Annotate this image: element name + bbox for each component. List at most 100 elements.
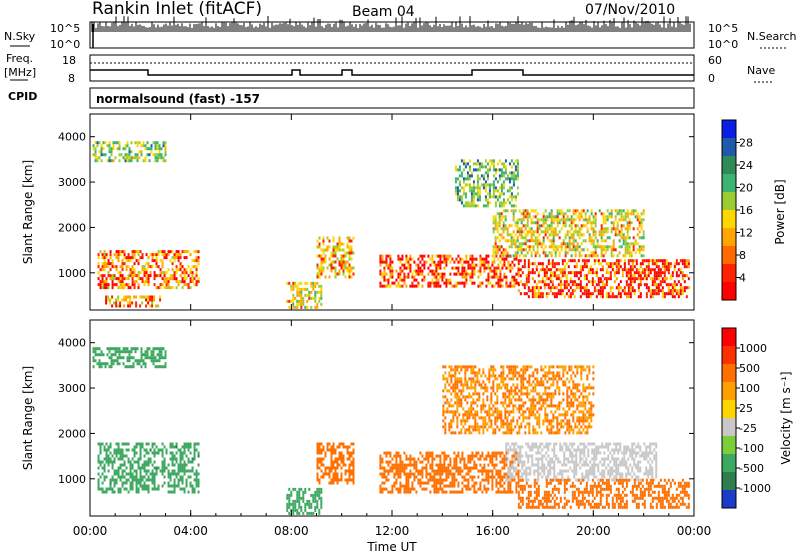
echo-cell <box>471 257 474 261</box>
echo-cell <box>605 445 608 449</box>
echo-cell <box>175 445 178 449</box>
echo-cell <box>570 218 573 222</box>
echo-cell <box>189 268 192 272</box>
echo-cell <box>645 451 648 455</box>
echo-cell <box>346 478 349 482</box>
echo-cell <box>513 448 516 452</box>
echo-cell <box>153 466 156 470</box>
echo-cell <box>577 259 580 263</box>
echo-cell <box>526 209 529 213</box>
echo-cell <box>617 463 620 467</box>
echo-cell <box>336 481 339 485</box>
echo-cell <box>567 265 570 269</box>
echo-cell <box>320 284 323 288</box>
echo-cell <box>401 484 404 488</box>
echo-cell <box>597 289 600 293</box>
echo-cell <box>383 451 386 455</box>
echo-cell <box>495 281 498 285</box>
echo-cell <box>328 257 331 261</box>
echo-cell <box>500 212 503 216</box>
echo-cell <box>111 295 114 299</box>
echo-cell <box>573 295 576 299</box>
echo-cell <box>191 469 194 473</box>
echo-cell <box>328 245 331 249</box>
echo-cell <box>304 293 307 297</box>
echo-cell <box>561 445 564 449</box>
echo-cell <box>599 280 602 284</box>
echo-cell <box>560 212 563 216</box>
echo-cell <box>511 472 514 476</box>
echo-cell <box>179 274 182 278</box>
echo-cell <box>128 153 131 157</box>
echo-cell <box>545 478 548 482</box>
echo-cell <box>145 262 148 266</box>
echo-cell <box>379 484 382 488</box>
echo-cell <box>101 265 104 269</box>
echo-cell <box>393 472 396 476</box>
echo-cell <box>387 278 390 282</box>
echo-cell <box>469 275 472 279</box>
echo-cell <box>564 212 567 216</box>
echo-cell <box>506 198 509 202</box>
echo-cell <box>503 263 506 267</box>
echo-cell <box>683 286 686 290</box>
echo-cell <box>443 281 446 285</box>
echo-cell <box>288 511 291 515</box>
echo-cell <box>572 221 575 225</box>
echo-cell <box>342 257 345 261</box>
echo-cell <box>587 448 590 452</box>
echo-cell <box>314 496 317 500</box>
echo-cell <box>625 466 628 470</box>
echo-cell <box>576 230 579 234</box>
echo-cell <box>191 466 194 470</box>
echo-cell <box>567 289 570 293</box>
echo-cell <box>389 257 392 261</box>
echo-cell <box>533 484 536 488</box>
echo-cell <box>547 496 550 500</box>
echo-cell <box>575 265 578 269</box>
echo-cell <box>527 286 530 290</box>
echo-cell <box>381 472 384 476</box>
echo-cell <box>316 254 319 258</box>
echo-cell <box>619 463 622 467</box>
echo-cell <box>131 463 134 467</box>
echo-cell <box>461 487 464 491</box>
echo-cell <box>512 171 515 175</box>
echo-cell <box>487 275 490 279</box>
echo-cell <box>139 484 142 488</box>
echo-cell <box>455 257 458 261</box>
echo-cell <box>611 454 614 458</box>
echo-cell <box>457 481 460 485</box>
echo-cell <box>532 230 535 234</box>
echo-cell <box>545 496 548 500</box>
echo-cell <box>502 198 505 202</box>
echo-cell <box>185 445 188 449</box>
echo-cell <box>407 484 410 488</box>
echo-cell <box>538 239 541 243</box>
echo-cell <box>605 262 608 266</box>
echo-cell <box>531 277 534 281</box>
echo-cell <box>495 484 498 488</box>
echo-cell <box>504 201 507 205</box>
echo-cell <box>123 250 126 254</box>
echo-cell <box>137 490 140 494</box>
echo-cell <box>417 284 420 288</box>
echo-cell <box>179 475 182 479</box>
echo-cell <box>193 490 196 494</box>
echo-cell <box>537 445 540 449</box>
echo-cell <box>460 174 463 178</box>
echo-cell <box>304 281 307 285</box>
echo-cell <box>603 277 606 281</box>
echo-cell <box>603 463 606 467</box>
echo-cell <box>544 221 547 225</box>
echo-cell <box>639 274 642 278</box>
echo-cell <box>461 266 464 270</box>
echo-cell <box>405 266 408 270</box>
echo-cell <box>614 218 617 222</box>
echo-cell <box>581 451 584 455</box>
echo-cell <box>492 180 495 184</box>
echo-cell <box>379 284 382 288</box>
echo-cell <box>577 271 580 275</box>
echo-cell <box>171 442 174 446</box>
echo-cell <box>385 454 388 458</box>
